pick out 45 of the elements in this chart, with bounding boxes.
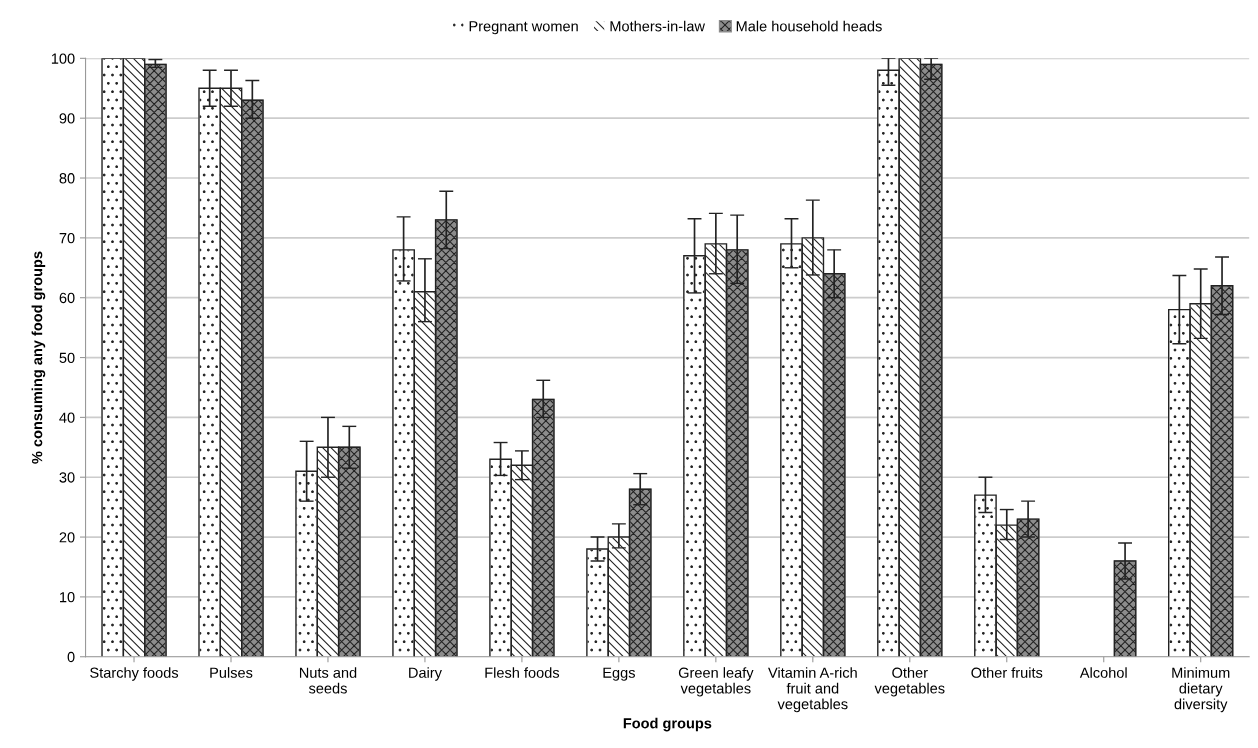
legend-label: Pregnant women — [469, 21, 578, 35]
y-tick-label: 30 — [59, 472, 75, 483]
x-tick-label: Alcohol — [1079, 667, 1127, 678]
x-tick-label: Flesh foods — [485, 667, 560, 678]
y-axis-title: % consuming any food groups — [31, 251, 46, 464]
x-tick-label: Pulses — [210, 667, 253, 678]
y-tick-label: 80 — [59, 173, 75, 184]
bar — [240, 99, 264, 657]
bar — [822, 273, 846, 657]
x-tick-label: Nuts and seeds — [299, 667, 357, 694]
y-tick-label: 50 — [59, 352, 75, 363]
bar — [531, 398, 555, 657]
bar — [919, 63, 943, 657]
y-tick-label: 10 — [60, 592, 75, 603]
bar — [337, 446, 361, 657]
y-tick-label: 40 — [59, 412, 75, 423]
bar — [434, 219, 458, 657]
x-tick-label: Green leafy vegetables — [678, 667, 754, 697]
bar — [683, 255, 706, 657]
bar — [628, 488, 652, 657]
x-tick-label: Vitamin A-rich fruit and vegetables — [768, 667, 857, 713]
bar — [144, 63, 167, 657]
bar — [995, 524, 1019, 657]
legend-label: Mothers-in-law — [610, 20, 705, 32]
y-tick-label: 0 — [67, 651, 75, 663]
y-tick-label: 70 — [59, 232, 75, 244]
x-axis-title: Food groups — [623, 717, 712, 732]
y-tick-label: 90 — [59, 113, 75, 124]
bar — [1016, 518, 1040, 657]
x-tick-label: Other fruits — [971, 667, 1043, 678]
bar — [725, 249, 749, 657]
x-tick-label: Minimum dietary diversity — [1172, 667, 1230, 713]
x-tick-label: Dairy — [409, 667, 442, 681]
bar — [704, 243, 728, 657]
bar — [1113, 560, 1137, 657]
bar — [1210, 285, 1234, 657]
y-tick-label: 100 — [51, 53, 75, 64]
bar — [801, 237, 825, 657]
x-tick-label: Eggs — [603, 667, 635, 681]
y-tick-label: 60 — [59, 292, 75, 304]
legend-label: Male household heads — [736, 20, 882, 32]
bar — [1189, 302, 1213, 657]
x-tick-label: Starchy foods — [90, 667, 179, 681]
x-tick-label: Other vegetables — [874, 667, 945, 697]
y-tick-label: 20 — [59, 532, 75, 543]
